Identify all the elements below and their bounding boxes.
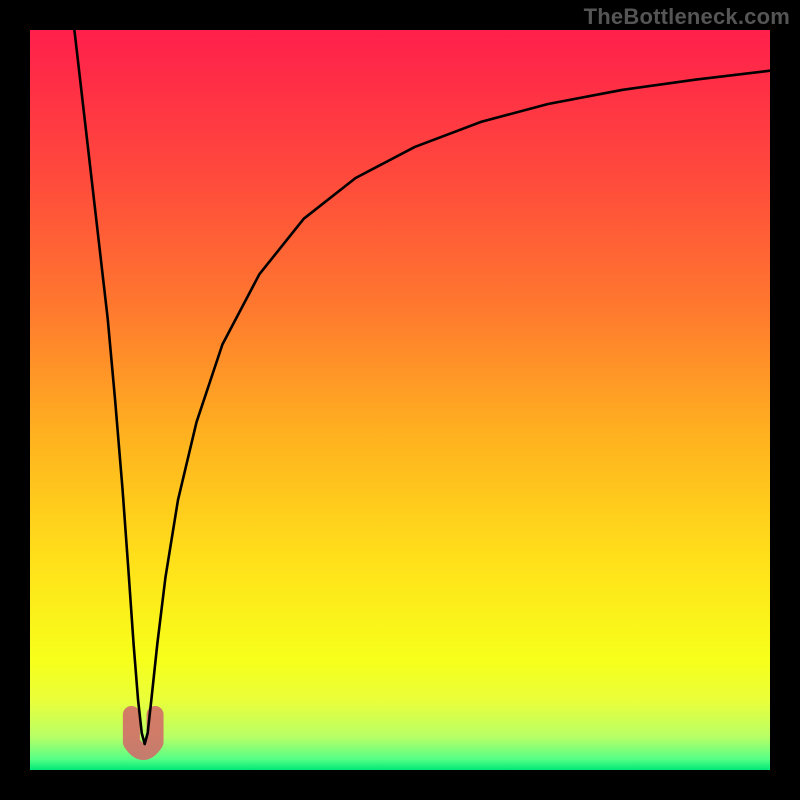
- chart-background: [30, 30, 770, 770]
- watermark-text: TheBottleneck.com: [584, 4, 790, 30]
- bottleneck-chart: [0, 0, 800, 800]
